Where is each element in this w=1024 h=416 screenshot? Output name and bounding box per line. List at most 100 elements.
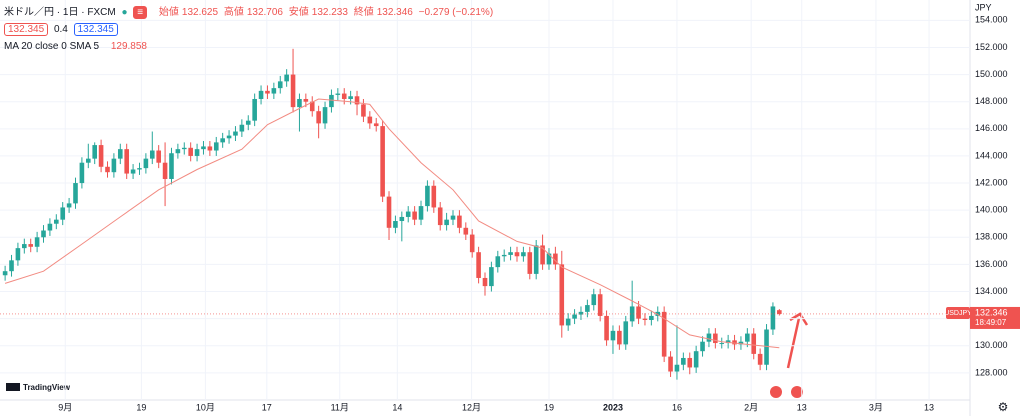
y-tick-label: 144.000 xyxy=(975,150,1008,160)
y-tick-label: 150.000 xyxy=(975,69,1008,79)
x-tick-label: 19 xyxy=(136,402,146,412)
candle-body xyxy=(354,96,360,105)
candle-body xyxy=(597,294,603,316)
candle-body xyxy=(28,244,34,247)
candle-body xyxy=(233,131,238,136)
price-tag-value: 132.346 xyxy=(975,307,1008,317)
candle-body xyxy=(329,94,334,108)
sell-quote[interactable]: 132.345 xyxy=(4,23,49,36)
candle-body xyxy=(188,147,193,156)
candle-body xyxy=(559,264,565,326)
candle-body xyxy=(252,98,257,121)
candle-body xyxy=(508,252,513,255)
candle-body xyxy=(585,305,590,312)
candle-body xyxy=(719,343,725,345)
candle-body xyxy=(149,150,155,159)
candle-body xyxy=(386,196,392,228)
symbol-title: 米ドル／円 · 1日 · FXCM xyxy=(4,7,116,18)
y-tick-label: 142.000 xyxy=(975,177,1008,187)
candle-body xyxy=(578,311,584,315)
buy-quote[interactable]: 132.345 xyxy=(73,23,118,36)
x-tick-label: 14 xyxy=(392,402,402,412)
price-tag-box xyxy=(946,306,970,319)
candle-body xyxy=(533,245,539,274)
candle-body xyxy=(610,330,616,341)
x-tick-label: 2月 xyxy=(744,402,758,412)
candle-body xyxy=(2,271,8,276)
candle-body xyxy=(380,126,385,197)
y-tick-label: 146.000 xyxy=(975,123,1008,133)
candle-body xyxy=(732,340,737,345)
candle-body xyxy=(284,74,289,82)
sma-line xyxy=(4,98,780,349)
y-tick-label: 148.000 xyxy=(975,96,1008,106)
candle-body xyxy=(642,318,648,320)
candle-body xyxy=(34,237,40,247)
candle-body xyxy=(258,90,264,99)
candle-body xyxy=(341,93,347,99)
candle-body xyxy=(514,252,520,257)
header: 米ドル／円 · 1日 · FXCM ● ≡ 始値 132.625 高値 132.70… xyxy=(4,3,496,52)
candle-body xyxy=(623,321,629,345)
settings-icon[interactable]: ⚙ xyxy=(998,400,1009,414)
candle-body xyxy=(617,330,622,345)
brand: TradingView xyxy=(23,383,71,392)
candle-body xyxy=(130,169,136,174)
menu-icon[interactable]: ≡ xyxy=(133,6,148,19)
candle-body xyxy=(181,147,187,150)
candle-body xyxy=(572,314,577,319)
x-tick-label: 17 xyxy=(262,402,272,412)
candle-body xyxy=(162,162,168,179)
y-tick-label: 140.000 xyxy=(975,205,1008,215)
candle-body xyxy=(220,138,225,143)
ohlc-value: 132.233 xyxy=(311,7,348,18)
candle-body xyxy=(713,333,718,344)
indicator-value: 129.858 xyxy=(110,41,147,52)
candle-body xyxy=(425,185,430,207)
candle-body xyxy=(41,230,46,238)
candle-body xyxy=(693,351,699,368)
candle-body xyxy=(553,253,558,265)
candle-body xyxy=(674,364,680,372)
candle-body xyxy=(367,116,373,124)
change: −0.279 (−0.21%) xyxy=(418,7,494,18)
candle-body xyxy=(687,357,693,368)
candle-body xyxy=(418,206,424,220)
candle-body xyxy=(143,158,149,169)
candle-body xyxy=(540,245,545,265)
candle-body xyxy=(521,252,526,257)
candle-body xyxy=(105,166,110,173)
candle-body xyxy=(399,216,405,222)
candle-body xyxy=(85,158,91,163)
candle-body xyxy=(348,96,353,99)
candle-body xyxy=(73,183,78,204)
candle-body xyxy=(111,158,117,173)
candle-body xyxy=(393,221,398,228)
indicator-label: MA 20 close 0 SMA 5 xyxy=(4,41,100,52)
candle-body xyxy=(777,310,782,314)
candle-body xyxy=(335,93,341,95)
candle-body xyxy=(9,260,14,272)
candle-body xyxy=(239,124,245,132)
y-tick-label: 138.000 xyxy=(975,232,1008,242)
candle-body xyxy=(297,98,302,108)
candle-body xyxy=(98,145,104,167)
candle-body xyxy=(15,248,21,261)
candle-body xyxy=(124,149,129,174)
candle-body xyxy=(207,146,213,151)
candle-body xyxy=(213,142,219,151)
candle-body xyxy=(469,234,475,253)
candle-body xyxy=(194,149,200,156)
candle-body xyxy=(373,123,379,127)
candle-body xyxy=(245,120,251,125)
x-tick-label: 13 xyxy=(924,402,934,412)
candle-body xyxy=(565,318,571,326)
x-tick-label: 13 xyxy=(797,402,807,412)
candle-body xyxy=(309,101,315,112)
ohlc-label: 高値 xyxy=(223,7,244,18)
candle-body xyxy=(770,306,776,330)
candle-body xyxy=(457,215,462,228)
candle-body xyxy=(745,333,750,342)
candle-body xyxy=(22,244,27,249)
x-tick-label: 12月 xyxy=(462,402,481,412)
